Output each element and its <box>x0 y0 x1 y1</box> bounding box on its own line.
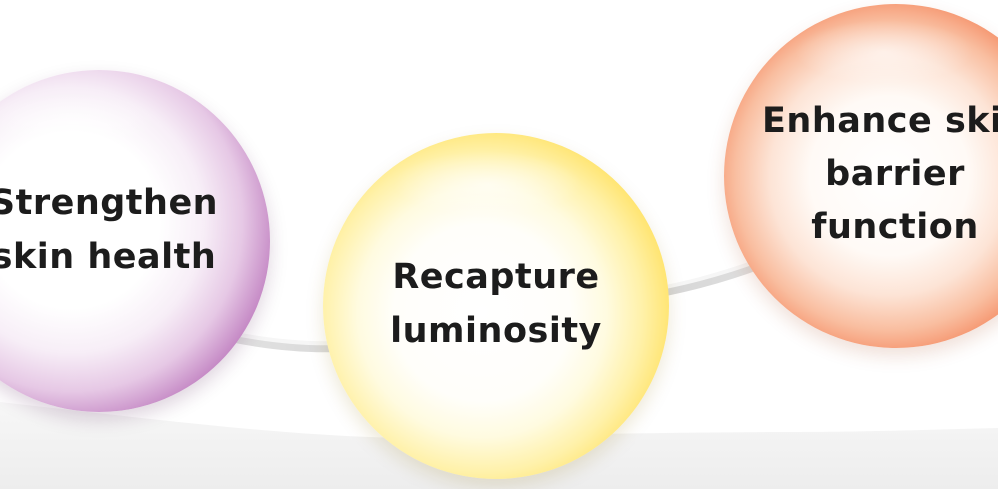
orb-gloss <box>0 92 158 152</box>
orb-label: Strengthen skin health <box>0 183 219 277</box>
orb-label: Recapture luminosity <box>390 257 602 351</box>
orb-strengthen-skin-health: Strengthen skin health <box>0 70 270 412</box>
orb-label: Enhance skin barrier function <box>762 101 998 247</box>
orb-gloss <box>393 151 583 217</box>
orb-gloss <box>794 20 974 84</box>
orb-recapture-luminosity: Recapture luminosity <box>323 133 669 479</box>
